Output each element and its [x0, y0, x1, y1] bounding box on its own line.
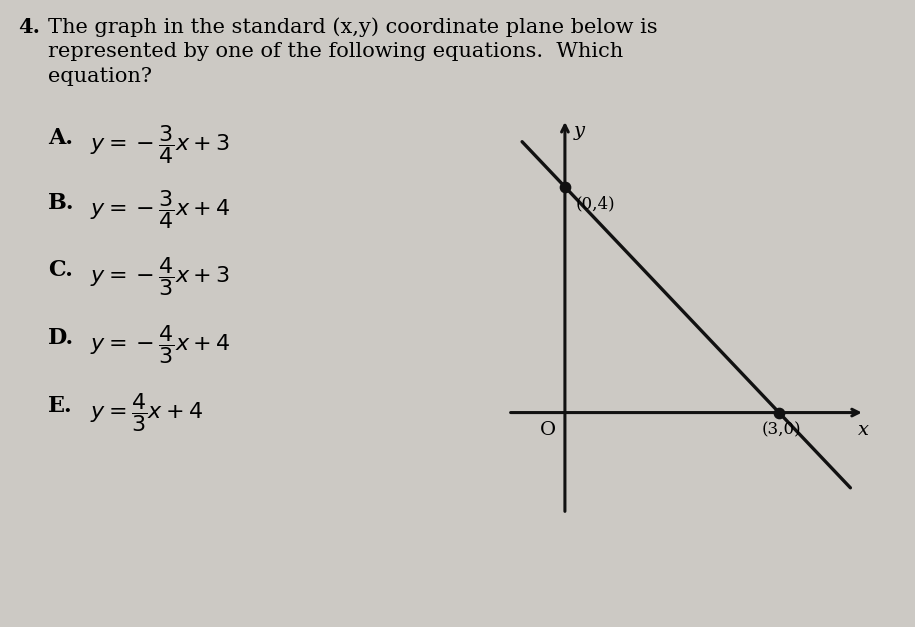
Text: B.: B.	[48, 192, 74, 214]
Text: A.: A.	[48, 127, 73, 149]
Text: equation?: equation?	[48, 67, 152, 86]
Text: D.: D.	[48, 327, 74, 349]
Text: $y = -\dfrac{4}{3}x + 4$: $y = -\dfrac{4}{3}x + 4$	[90, 323, 231, 366]
Text: (3,0): (3,0)	[761, 421, 801, 438]
Text: $y = \dfrac{4}{3}x + 4$: $y = \dfrac{4}{3}x + 4$	[90, 391, 203, 434]
Text: $y = -\dfrac{4}{3}x + 3$: $y = -\dfrac{4}{3}x + 3$	[90, 255, 231, 298]
Point	[771, 408, 786, 418]
Text: x: x	[857, 421, 868, 439]
Text: C.: C.	[48, 259, 73, 281]
Text: E.: E.	[48, 395, 72, 417]
Text: (0,4): (0,4)	[576, 195, 615, 213]
Text: O: O	[540, 421, 556, 439]
Text: 4.: 4.	[18, 17, 40, 37]
Text: $y = -\dfrac{3}{4}x + 4$: $y = -\dfrac{3}{4}x + 4$	[90, 188, 231, 231]
Text: $y = -\dfrac{3}{4}x + 3$: $y = -\dfrac{3}{4}x + 3$	[90, 123, 231, 166]
Text: The graph in the standard (x,y) coordinate plane below is: The graph in the standard (x,y) coordina…	[48, 17, 658, 36]
Point	[557, 182, 572, 192]
Text: y: y	[574, 122, 585, 140]
Text: represented by one of the following equations.  Which: represented by one of the following equa…	[48, 42, 623, 61]
